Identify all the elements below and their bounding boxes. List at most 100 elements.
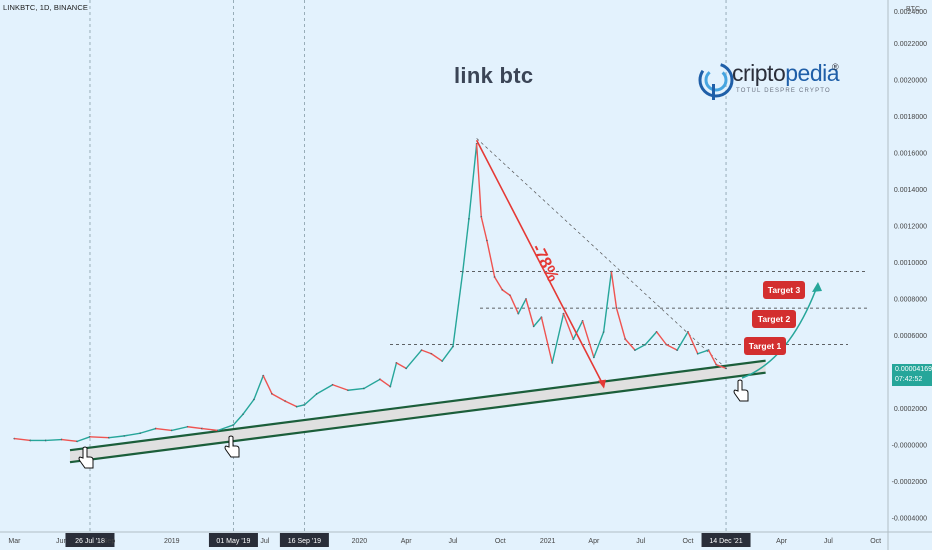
y-tick-label: 0.0018000 [894, 114, 927, 121]
price-segment [421, 349, 432, 355]
current-price-badge: 0.00004169 07:42:52 [892, 364, 932, 386]
price-segment [232, 413, 244, 426]
x-tick-label: Apr [588, 538, 600, 545]
y-tick-label: 0.0016000 [894, 151, 927, 158]
date-marker-box [208, 533, 258, 547]
x-tick-label: Oct [683, 538, 694, 545]
price-segment [271, 393, 286, 402]
current-price-value: 0.00004169 [895, 366, 932, 373]
price-segment [551, 313, 565, 364]
logo-registered: ® [832, 62, 839, 72]
y-tick-label-top: 0.0024000 [894, 9, 927, 16]
logo-mark-icon [698, 62, 734, 100]
price-segment [316, 384, 334, 395]
support-channel [69, 360, 766, 463]
price-segment [296, 404, 305, 408]
x-tick-label: Oct [495, 538, 506, 545]
price-segment [494, 276, 503, 291]
price-segment [517, 298, 527, 314]
price-segment [379, 378, 391, 388]
price-point [725, 367, 727, 370]
price-segment [581, 320, 595, 358]
pointer-hand-icon [224, 435, 240, 458]
pointer-hand-icon [78, 446, 94, 469]
x-tick-label: Jul [449, 538, 458, 545]
price-segment [634, 344, 646, 351]
price-segment [332, 384, 349, 391]
price-segment [615, 307, 626, 340]
price-segment [676, 331, 689, 351]
pointer-hand-icon [733, 379, 749, 402]
price-segment [468, 143, 478, 219]
y-tick-label: 0.0008000 [894, 297, 927, 304]
price-segment [285, 400, 297, 408]
price-segment [217, 424, 234, 432]
price-segment [108, 435, 125, 439]
price-segment [707, 349, 717, 366]
target-2-label: Target 2 [752, 310, 796, 328]
price-segment [431, 353, 443, 362]
price-segment [716, 364, 727, 370]
price-segment [396, 362, 407, 369]
price-segment [602, 271, 613, 332]
x-tick-label: 2020 [352, 538, 368, 545]
x-tick-label: 2019 [164, 538, 180, 545]
y-tick-label: 0.0006000 [894, 333, 927, 340]
price-segment [572, 320, 584, 340]
x-tick-label: Sep [103, 538, 116, 545]
price-segment [697, 349, 709, 355]
x-tick-label: Jun [56, 538, 67, 545]
price-segment [525, 298, 535, 327]
price-segment [242, 398, 255, 415]
price-segment [644, 331, 658, 346]
logo-wordmark: criptopedia [732, 60, 840, 87]
price-segment [441, 346, 454, 362]
x-tick-label: Jul [260, 538, 269, 545]
price-segment [187, 426, 203, 430]
support-line-upper [69, 359, 766, 452]
y-tick-label: 0.0022000 [894, 41, 927, 48]
pointer-hand-shape [78, 446, 94, 469]
support-line-lower [69, 371, 766, 464]
criptopedia-logo: criptopedia ® TOTUL DESPRE CRYPTO [696, 50, 846, 106]
x-tick-label: Apr [401, 538, 413, 545]
price-segment [656, 331, 667, 346]
price-segment [124, 432, 141, 437]
price-segment [140, 427, 156, 434]
price-segment [593, 331, 605, 358]
price-segment [389, 362, 398, 387]
x-tick-label: Mar [8, 538, 21, 545]
drop-arrow-head [598, 379, 606, 389]
logo-word-1: cripto [732, 60, 786, 86]
price-segment [405, 349, 423, 369]
price-segment [14, 437, 31, 442]
pointer-hand-shape [733, 379, 749, 402]
resistance-trendline [476, 138, 727, 369]
pointer-hand-shape [224, 435, 240, 458]
price-segment [61, 438, 78, 443]
date-marker-box [279, 533, 329, 547]
logo-tagline: TOTUL DESPRE CRYPTO [736, 88, 831, 94]
x-tick-label: Jul [824, 538, 833, 545]
date-marker-box [701, 533, 751, 547]
x-tick-label: Apr [776, 538, 788, 545]
logo-word-2: pedia [785, 60, 840, 86]
price-segment [624, 338, 636, 351]
price-segment [45, 438, 62, 442]
x-tick-label-highlight: 01 May '19 [216, 538, 250, 545]
x-tick-label: Oct [870, 538, 881, 545]
price-segment [533, 316, 542, 327]
y-tick-label: 0.0010000 [894, 260, 927, 267]
x-tick-label: Jul [636, 538, 645, 545]
chart-title: link btc [454, 63, 534, 88]
price-segment [480, 216, 488, 241]
x-tick-label-highlight: 14 Dec '21 [709, 538, 742, 545]
price-segment [486, 240, 496, 278]
price-segment [540, 317, 553, 364]
price-segment [462, 218, 470, 272]
price-segment [171, 426, 188, 432]
y-tick-label: -0.0000000 [892, 443, 928, 450]
price-segment [501, 289, 511, 296]
price-segment [303, 393, 318, 406]
